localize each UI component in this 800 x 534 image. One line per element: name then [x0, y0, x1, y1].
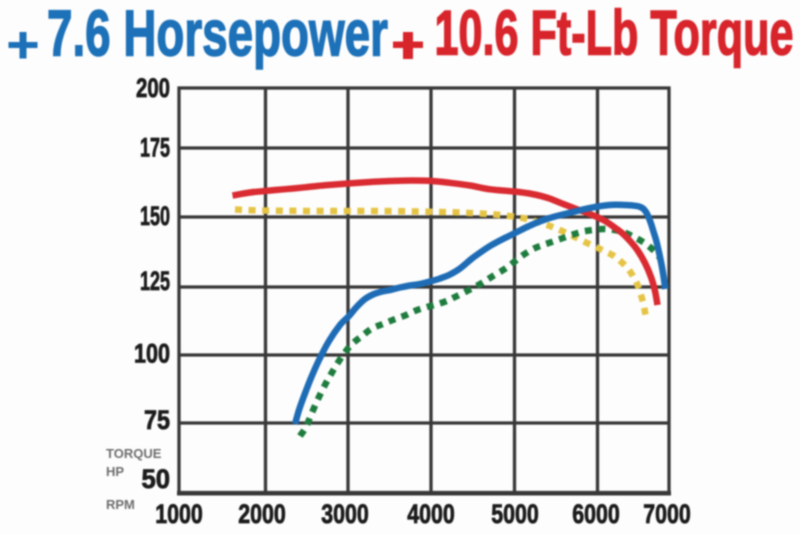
svg-text:7000: 7000 — [643, 500, 690, 530]
svg-text:125: 125 — [140, 265, 170, 296]
svg-text:7.6 Horsepower: 7.6 Horsepower — [47, 0, 388, 69]
svg-text:150: 150 — [140, 200, 170, 231]
svg-text:100: 100 — [134, 339, 170, 369]
svg-text:75: 75 — [144, 405, 170, 435]
svg-text:50: 50 — [142, 463, 171, 494]
svg-text:3000: 3000 — [321, 500, 368, 530]
svg-text:200: 200 — [136, 73, 170, 103]
svg-text:1000: 1000 — [155, 500, 202, 530]
svg-text:HP: HP — [106, 464, 124, 479]
svg-text:175: 175 — [140, 132, 170, 163]
svg-text:4000: 4000 — [407, 500, 454, 530]
svg-text:6000: 6000 — [572, 500, 619, 530]
svg-text:RPM: RPM — [106, 497, 135, 512]
svg-text:2000: 2000 — [238, 500, 285, 530]
svg-text:5000: 5000 — [491, 500, 538, 530]
svg-text:10.6 Ft-Lb Torque: 10.6 Ft-Lb Torque — [435, 0, 794, 68]
svg-text:TORQUE: TORQUE — [106, 446, 162, 461]
